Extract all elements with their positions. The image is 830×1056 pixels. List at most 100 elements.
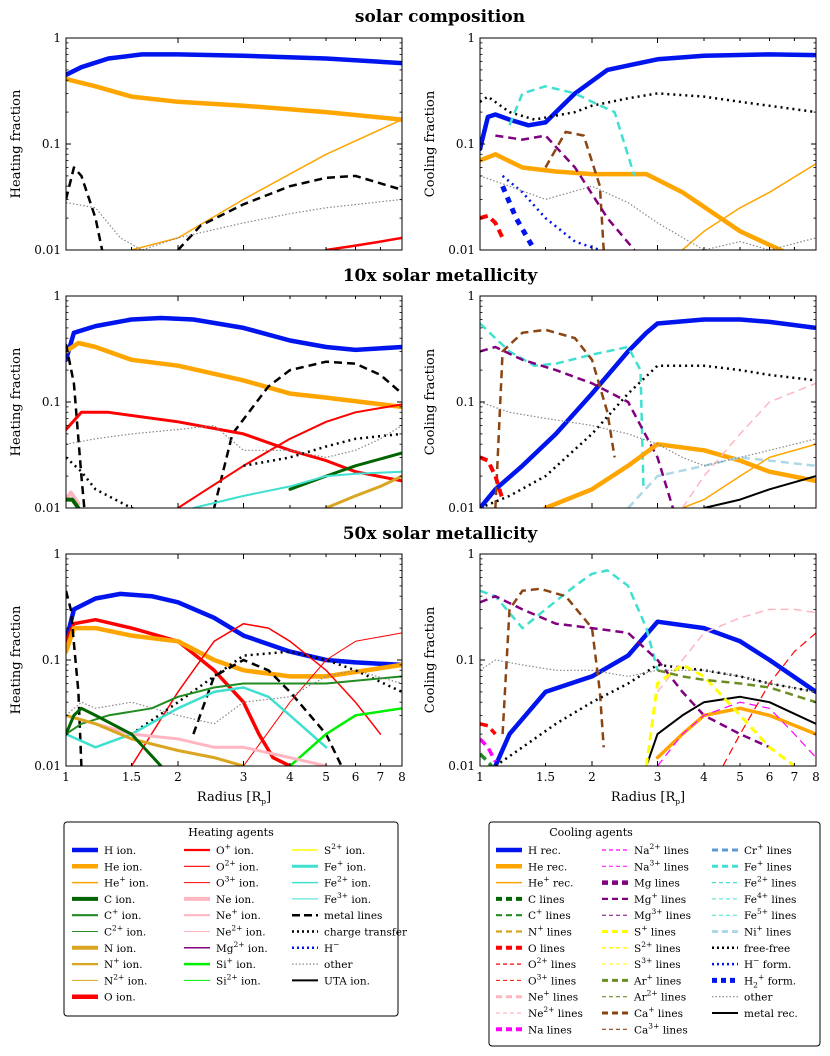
x-tick-label: 2: [174, 770, 182, 784]
legend-label-main: Cr: [744, 845, 758, 857]
series-line-ne-ion: [66, 490, 81, 506]
legend-cooling: Cooling agents H rec.He rec.He+ rec.C li…: [488, 821, 821, 1047]
legend-label: O lines: [528, 943, 565, 955]
legend-label-rest: lines: [548, 975, 576, 987]
legend-label-sup: +: [648, 1005, 654, 1014]
legend-label: O3+ ion.: [216, 875, 259, 890]
series-line-fe-lines: [480, 322, 645, 490]
legend-label: N+ lines: [528, 924, 572, 939]
legend-label-rest: ion.: [231, 845, 254, 857]
legend-entry-fe5-lines: Fe5+ lines: [712, 907, 796, 922]
legend-label-rest: ion.: [233, 959, 256, 971]
x-axis-label-text: Radius [R: [611, 790, 677, 805]
legend-label: O3+ lines: [528, 972, 576, 987]
legend-label: Fe2+ ion.: [324, 875, 371, 890]
legend-entry-c-lines: C lines: [496, 894, 564, 906]
legend-label-rest: lines: [768, 878, 796, 890]
legend-label-sup: +: [536, 907, 542, 916]
legend-label-rest: ion.: [236, 861, 259, 873]
x-tick-label: 6: [766, 770, 774, 784]
series-line-ar-lines: [657, 669, 816, 704]
legend-label-main: H: [744, 975, 753, 987]
series-line-c-ion: [66, 675, 402, 736]
legend-heating-entries: H ion.He ion.He+ ion.C ion.C+ ion.C2+ io…: [72, 842, 408, 1004]
legend-label-main: He ion.: [104, 861, 143, 873]
series-line-ca-lines: [544, 130, 605, 250]
series-line-he-rec: [543, 441, 816, 508]
series-line-o-ion: [324, 236, 402, 250]
legend-entry-s-lines: S+ lines: [602, 924, 676, 939]
series-line-other: [480, 175, 816, 250]
legend-label-main: Na: [634, 861, 649, 873]
series-line-ne-lines: [681, 382, 816, 508]
legend-label-main: Mg: [216, 943, 234, 955]
legend-label: Ne2+ lines: [528, 1005, 583, 1020]
legend-label-rest: ion.: [238, 910, 261, 922]
legend-entry-na3-lines: Na3+ lines: [602, 858, 689, 873]
legend-label-main: Fe: [324, 878, 337, 890]
legend-label: C+ lines: [528, 907, 571, 922]
legend-label: free-free: [744, 943, 790, 955]
legend-label-rest: ion.: [118, 910, 141, 922]
legend-label-rest: lines: [661, 861, 689, 873]
legend-label-sup: 2+: [543, 1005, 554, 1014]
legend-label-main: O: [528, 975, 537, 987]
legend-heating: Heating agents H ion.He ion.He+ ion.C io…: [63, 821, 408, 1017]
legend-entry-n-ion: N ion.: [72, 943, 136, 955]
legend-label: Mg2+ ion.: [216, 940, 268, 955]
legend-label-sup: 3+: [337, 891, 348, 900]
legend-label-main: H rec.: [528, 845, 561, 857]
series-line-other: [66, 198, 402, 250]
legend-entry-c-ion: C+ ion.: [72, 907, 141, 922]
x-tick-label: 4: [286, 770, 294, 784]
panel-10x-solar-metallicity-cooling: 1 0.1 0.01: [448, 289, 817, 515]
legend-entry-ne-ion: Ne+ ion.: [184, 907, 261, 922]
legend-label: Cr+ lines: [744, 842, 792, 857]
series-line-other: [66, 669, 402, 725]
legend-label-main: metal lines: [324, 910, 382, 922]
legend-label-main: Ar: [633, 992, 648, 1004]
legend-label: H−: [324, 940, 339, 955]
legend-entry-si2-ion: Si2+ ion.: [184, 972, 261, 987]
legend-label-main: O: [528, 959, 537, 971]
legend-heating-title: Heating agents: [188, 826, 274, 839]
series-line-metal-lines: [192, 658, 343, 766]
series-line-he-rec: [681, 443, 816, 508]
series-group: [480, 317, 816, 508]
series-line-metal-lines: [177, 174, 402, 250]
legend-entry-o2-lines: O2+ lines: [496, 956, 576, 971]
legend-label-main: H: [324, 943, 333, 955]
legend-entry-fe-lines: Fe+ lines: [712, 858, 792, 873]
x-tick-label: 1.5: [536, 770, 555, 784]
legend-entry-mg3-lines: Mg3+ lines: [602, 907, 691, 922]
legend-entry-ar-lines: Ar+ lines: [602, 972, 681, 987]
x-axis-label-heating: Radius [Rp]: [197, 790, 271, 806]
series-line-s-lines: [644, 663, 796, 766]
y-tick-label: 0.01: [34, 501, 61, 515]
legend-label-main: C: [104, 927, 112, 939]
legend-label-sup: 3+: [225, 875, 236, 884]
legend-label-rest: ion.: [119, 959, 142, 971]
legend-label-sup: 2+: [231, 924, 242, 933]
legend-label-rest: lines: [763, 861, 791, 873]
legend-label-sup: +: [543, 875, 549, 884]
legend-label-rest: ion.: [245, 943, 268, 955]
legend-label: Fe4+ lines: [744, 891, 796, 906]
y-tick-label: 1: [53, 547, 61, 561]
legend-label-sup: 2+: [757, 875, 768, 884]
legend-label: Si2+ ion.: [216, 972, 261, 987]
series-line-o-ion: [66, 410, 402, 483]
legend-entry-mg2-ion: Mg2+ ion.: [184, 940, 268, 955]
legend-label-main: H ion.: [104, 845, 136, 857]
legend-label-rest: lines: [658, 894, 686, 906]
legend-label: Ca+ lines: [634, 1005, 683, 1020]
legend-label-main: Na lines: [528, 1024, 572, 1036]
legend-label-rest: rec.: [550, 878, 574, 890]
legend-entry-o2-ion: O2+ ion.: [184, 858, 259, 873]
series-line-c-lines: [480, 752, 494, 766]
series-line-h-rec: [480, 317, 816, 508]
legend-label-main: UTA ion.: [324, 975, 370, 987]
legend-label: Fe2+ lines: [744, 875, 796, 890]
legend-entry-h-rec: H rec.: [496, 845, 561, 857]
